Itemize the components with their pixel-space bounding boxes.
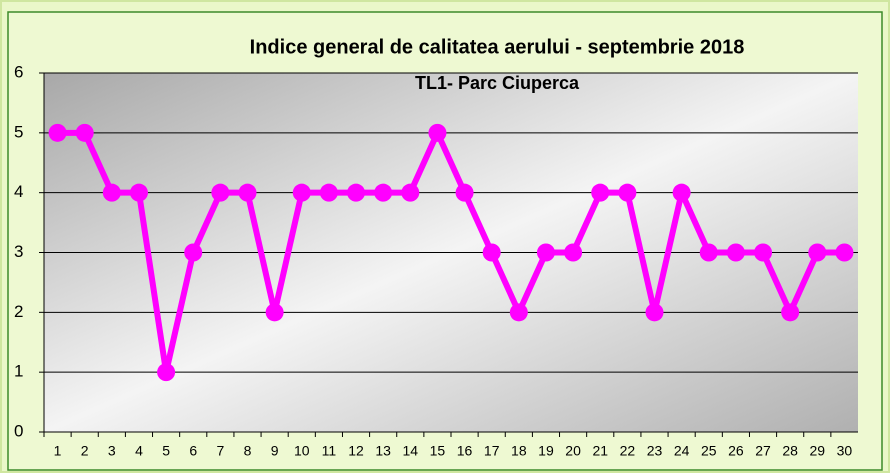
marker bbox=[102, 183, 121, 202]
x-tick-label: 7 bbox=[216, 443, 224, 459]
x-tick-label: 26 bbox=[728, 443, 744, 459]
x-tick-label: 14 bbox=[403, 443, 419, 459]
y-tick-label: 4 bbox=[14, 182, 23, 201]
x-tick-label: 9 bbox=[271, 443, 279, 459]
chart-subtitle: TL1- Parc Ciuperca bbox=[415, 73, 580, 93]
marker bbox=[374, 183, 393, 202]
x-tick-label: 11 bbox=[322, 443, 337, 459]
marker bbox=[265, 303, 284, 322]
y-tick-label: 5 bbox=[14, 122, 23, 141]
marker bbox=[48, 123, 67, 142]
x-tick-label: 20 bbox=[565, 443, 581, 459]
x-tick-label: 1 bbox=[54, 443, 62, 459]
x-tick-label: 21 bbox=[592, 443, 608, 459]
x-tick-label: 19 bbox=[538, 443, 554, 459]
y-tick-label: 3 bbox=[14, 242, 23, 261]
x-tick-label: 24 bbox=[674, 443, 690, 459]
x-tick-label: 17 bbox=[484, 443, 500, 459]
x-tick-label: 30 bbox=[837, 443, 853, 459]
marker bbox=[211, 183, 230, 202]
marker bbox=[781, 303, 800, 322]
marker bbox=[292, 183, 311, 202]
marker bbox=[157, 363, 176, 382]
x-tick-label: 27 bbox=[755, 443, 771, 459]
x-tick-label: 6 bbox=[189, 443, 197, 459]
x-tick-label: 29 bbox=[810, 443, 826, 459]
y-tick-label: 6 bbox=[14, 62, 23, 81]
marker bbox=[564, 243, 583, 262]
marker bbox=[455, 183, 474, 202]
x-tick-label: 16 bbox=[457, 443, 473, 459]
marker bbox=[319, 183, 338, 202]
marker bbox=[726, 243, 745, 262]
marker bbox=[808, 243, 827, 262]
marker bbox=[536, 243, 555, 262]
marker bbox=[835, 243, 854, 262]
y-tick-label: 2 bbox=[14, 302, 23, 321]
x-tick-label: 10 bbox=[294, 443, 310, 459]
x-tick-label: 25 bbox=[701, 443, 717, 459]
x-tick-label: 15 bbox=[430, 443, 446, 459]
chart-title: Indice general de calitatea aerului - se… bbox=[250, 36, 745, 58]
y-tick-label: 1 bbox=[14, 362, 23, 381]
x-tick-label: 8 bbox=[244, 443, 252, 459]
marker bbox=[401, 183, 420, 202]
x-tick-label: 22 bbox=[620, 443, 636, 459]
marker bbox=[184, 243, 203, 262]
x-tick-label: 23 bbox=[647, 443, 663, 459]
x-tick-label: 18 bbox=[511, 443, 527, 459]
x-tick-label: 2 bbox=[81, 443, 89, 459]
marker bbox=[347, 183, 366, 202]
y-tick-label: 0 bbox=[14, 421, 23, 440]
marker bbox=[672, 183, 691, 202]
x-tick-label: 5 bbox=[162, 443, 170, 459]
marker bbox=[129, 183, 148, 202]
x-tick-label: 13 bbox=[375, 443, 391, 459]
marker bbox=[591, 183, 610, 202]
marker bbox=[75, 123, 94, 142]
x-tick-label: 12 bbox=[348, 443, 364, 459]
marker bbox=[238, 183, 257, 202]
marker bbox=[482, 243, 501, 262]
x-tick-label: 3 bbox=[108, 443, 116, 459]
marker bbox=[428, 123, 447, 142]
marker bbox=[754, 243, 773, 262]
x-tick-label: 28 bbox=[782, 443, 798, 459]
x-tick-label: 4 bbox=[135, 443, 143, 459]
marker bbox=[699, 243, 718, 262]
marker bbox=[509, 303, 528, 322]
marker bbox=[618, 183, 637, 202]
marker bbox=[645, 303, 664, 322]
